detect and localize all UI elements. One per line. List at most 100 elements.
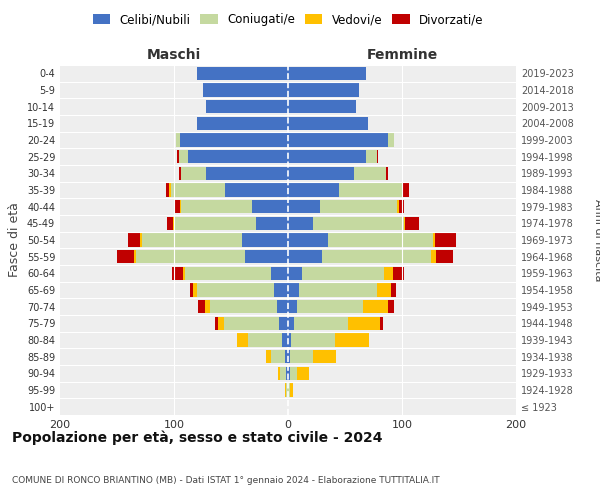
Bar bbox=[128, 234, 140, 246]
Bar bbox=[288, 66, 365, 80]
Bar bbox=[180, 134, 288, 146]
Bar bbox=[167, 216, 173, 230]
Bar bbox=[140, 234, 142, 246]
Bar bbox=[179, 166, 181, 180]
Bar bbox=[286, 366, 288, 380]
Bar bbox=[397, 200, 398, 213]
Bar bbox=[176, 134, 180, 146]
Bar bbox=[185, 266, 271, 280]
Bar bbox=[404, 216, 406, 230]
Bar bbox=[278, 366, 280, 380]
Bar bbox=[242, 234, 288, 246]
Bar bbox=[205, 300, 211, 314]
Text: Femmine: Femmine bbox=[367, 48, 437, 62]
Bar bbox=[365, 150, 377, 164]
Bar bbox=[288, 134, 388, 146]
Bar bbox=[248, 334, 283, 346]
Bar bbox=[181, 166, 206, 180]
Bar bbox=[172, 266, 183, 280]
Bar bbox=[288, 300, 297, 314]
Bar bbox=[256, 216, 288, 230]
Bar bbox=[433, 234, 435, 246]
Bar bbox=[198, 300, 205, 314]
Bar bbox=[288, 216, 313, 230]
Bar bbox=[288, 200, 320, 213]
Bar bbox=[245, 250, 288, 264]
Bar bbox=[299, 284, 377, 296]
Bar bbox=[290, 366, 297, 380]
Bar bbox=[181, 200, 251, 213]
Bar bbox=[288, 150, 365, 164]
Text: Popolazione per età, sesso e stato civile - 2024: Popolazione per età, sesso e stato civil… bbox=[12, 430, 383, 445]
Bar bbox=[288, 116, 368, 130]
Bar bbox=[283, 334, 288, 346]
Bar bbox=[166, 184, 169, 196]
Bar bbox=[197, 284, 274, 296]
Text: Maschi: Maschi bbox=[147, 48, 201, 62]
Bar bbox=[388, 134, 394, 146]
Bar bbox=[313, 350, 336, 364]
Bar bbox=[431, 250, 436, 264]
Bar bbox=[266, 350, 271, 364]
Bar bbox=[224, 316, 279, 330]
Bar bbox=[288, 166, 354, 180]
Bar bbox=[288, 334, 292, 346]
Bar bbox=[277, 300, 288, 314]
Bar bbox=[380, 316, 383, 330]
Bar bbox=[377, 150, 378, 164]
Bar bbox=[340, 184, 402, 196]
Bar bbox=[288, 284, 299, 296]
Bar bbox=[292, 334, 335, 346]
Bar bbox=[377, 284, 391, 296]
Bar bbox=[354, 166, 386, 180]
Bar bbox=[313, 216, 404, 230]
Bar bbox=[226, 184, 288, 196]
Bar bbox=[236, 334, 248, 346]
Bar bbox=[322, 250, 431, 264]
Bar bbox=[384, 266, 393, 280]
Bar bbox=[435, 234, 455, 246]
Bar bbox=[188, 150, 288, 164]
Bar bbox=[174, 200, 180, 213]
Bar bbox=[391, 284, 397, 296]
Bar bbox=[180, 200, 181, 213]
Bar bbox=[193, 284, 197, 296]
Legend: Celibi/Nubili, Coniugati/e, Vedovi/e, Divorzati/e: Celibi/Nubili, Coniugati/e, Vedovi/e, Di… bbox=[88, 8, 488, 31]
Bar bbox=[117, 250, 134, 264]
Bar bbox=[386, 166, 388, 180]
Bar bbox=[406, 216, 419, 230]
Bar bbox=[218, 316, 224, 330]
Bar bbox=[388, 300, 394, 314]
Bar bbox=[398, 200, 404, 213]
Bar bbox=[203, 84, 288, 96]
Bar bbox=[302, 266, 384, 280]
Bar bbox=[288, 100, 356, 114]
Y-axis label: Fasce di età: Fasce di età bbox=[8, 202, 21, 278]
Bar bbox=[363, 300, 388, 314]
Bar bbox=[294, 316, 349, 330]
Bar bbox=[179, 150, 188, 164]
Bar bbox=[297, 300, 363, 314]
Bar bbox=[288, 316, 294, 330]
Y-axis label: Anni di nascita: Anni di nascita bbox=[593, 198, 600, 281]
Bar bbox=[297, 366, 308, 380]
Bar bbox=[328, 234, 433, 246]
Bar bbox=[284, 384, 286, 396]
Bar bbox=[288, 384, 290, 396]
Bar bbox=[288, 234, 328, 246]
Bar bbox=[211, 300, 277, 314]
Bar bbox=[142, 234, 242, 246]
Bar bbox=[190, 284, 193, 296]
Bar bbox=[320, 200, 397, 213]
Bar bbox=[335, 334, 369, 346]
Bar bbox=[215, 316, 218, 330]
Bar bbox=[288, 184, 340, 196]
Bar bbox=[280, 366, 286, 380]
Bar bbox=[136, 250, 245, 264]
Bar bbox=[173, 216, 174, 230]
Bar bbox=[197, 66, 288, 80]
Text: COMUNE DI RONCO BRIANTINO (MB) - Dati ISTAT 1° gennaio 2024 - Elaborazione TUTTI: COMUNE DI RONCO BRIANTINO (MB) - Dati IS… bbox=[12, 476, 440, 485]
Bar bbox=[170, 184, 226, 196]
Bar bbox=[286, 384, 288, 396]
Bar bbox=[206, 100, 288, 114]
